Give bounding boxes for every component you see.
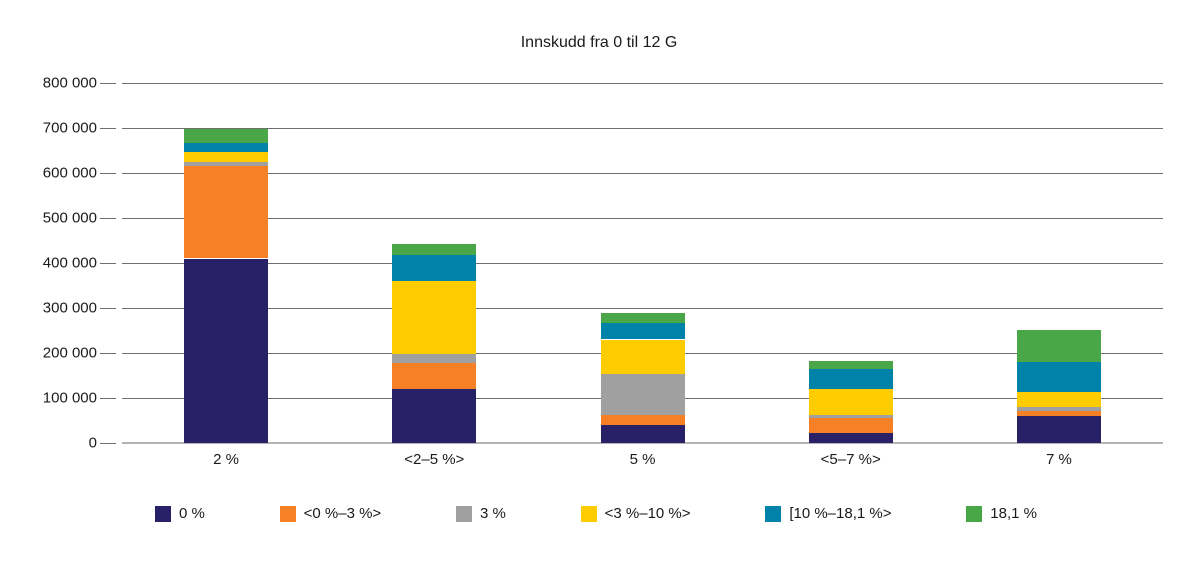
legend-swatch-icon [455,505,472,522]
x-category-label-3: <5–7 %> [820,451,881,468]
y-tick-label-0: 0 [88,434,97,452]
y-tick-600000 [100,173,116,174]
legend-label: 0 % [179,505,205,522]
x-category-label-1: <2–5 %> [404,451,465,468]
y-tick-label-200000: 200 000 [42,344,97,362]
legend-label: 3 % [479,505,506,522]
legend-item-0: 0 % [155,505,205,522]
x-axis-line [122,442,1163,444]
bar-segment-c1-s3 [392,281,477,354]
bar-segment-c3-s2 [808,414,893,418]
bar-segment-c0-s5 [184,129,269,144]
legend-swatch-icon [279,505,296,522]
chart-title: Innskudd fra 0 til 12 G [520,34,678,51]
gridline-700000 [122,128,1163,129]
y-tick-700000 [100,128,116,129]
y-tick-0 [100,443,116,444]
y-tick-label-800000: 800 000 [42,74,97,92]
bar-segment-c3-s5 [808,361,893,369]
gridline-500000 [122,218,1163,219]
legend-label: 18,1 % [990,505,1037,522]
bar-segment-c0-s3 [184,152,269,163]
bar-segment-c3-s3 [808,389,893,415]
legend-swatch-icon [966,505,983,522]
x-category-label-0: 2 % [213,451,240,468]
legend: 0 % <0 %–3 %> 3 % <3 %–10 %> [10 %–18,1 %> 18… [155,505,1037,522]
y-tick-label-700000: 700 000 [42,119,97,137]
bar-segment-c1-s4 [392,254,477,281]
gridline-600000 [122,173,1163,174]
bar-segment-c2-s5 [600,313,685,323]
bar-segment-c4-s2 [1016,407,1101,411]
y-tick-300000 [100,308,116,309]
legend-label: <0 %–3 %> [303,505,382,522]
legend-swatch-icon [580,505,597,522]
legend-item-1: <0 %–3 %> [279,505,382,522]
y-tick-800000 [100,83,116,84]
bar-segment-c0-s0 [184,258,269,443]
bar-segment-c2-s4 [600,322,685,340]
bar-segment-c4-s4 [1016,362,1101,393]
bar-segment-c0-s1 [184,165,269,259]
bar-segment-c2-s0 [600,425,685,443]
bar-segment-c1-s1 [392,362,477,389]
legend-item-5: 18,1 % [966,505,1037,522]
bar-segment-c4-s0 [1016,416,1101,443]
y-tick-label-500000: 500 000 [42,209,97,227]
y-tick-100000 [100,398,116,399]
legend-item-4: [10 %–18,1 %> [765,505,891,522]
bar-segment-c0-s2 [184,162,269,166]
y-tick-200000 [100,353,116,354]
bar-segment-c4-s3 [1016,392,1101,408]
legend-item-2: 3 % [455,505,506,522]
bar-segment-c1-s5 [392,243,477,255]
y-tick-400000 [100,263,116,264]
bar-segment-c2-s1 [600,415,685,425]
y-tick-label-400000: 400 000 [42,254,97,272]
bar-segment-c3-s4 [808,368,893,389]
gridline-800000 [122,83,1163,84]
bar-segment-c4-s5 [1016,329,1101,363]
y-tick-label-600000: 600 000 [42,164,97,182]
bar-segment-c2-s2 [600,373,685,416]
x-category-label-4: 7 % [1045,451,1072,468]
legend-swatch-icon [765,505,782,522]
x-category-label-2: 5 % [629,451,656,468]
gridline-400000 [122,263,1163,264]
legend-label: <3 %–10 %> [604,505,691,522]
gridline-300000 [122,308,1163,309]
legend-label: [10 %–18,1 %> [789,505,892,522]
bar-segment-c0-s4 [184,143,269,153]
bar-segment-c2-s3 [600,339,685,374]
bar-segment-c1-s2 [392,353,477,363]
y-tick-label-300000: 300 000 [42,299,97,317]
bar-segment-c4-s1 [1016,410,1101,416]
bar-segment-c3-s0 [808,433,893,443]
bar-segment-c3-s1 [808,417,893,434]
y-tick-label-100000: 100 000 [42,389,97,407]
bar-segment-c1-s0 [392,389,477,443]
legend-item-3: <3 %–10 %> [580,505,691,522]
y-tick-500000 [100,218,116,219]
legend-swatch-icon [155,505,171,522]
